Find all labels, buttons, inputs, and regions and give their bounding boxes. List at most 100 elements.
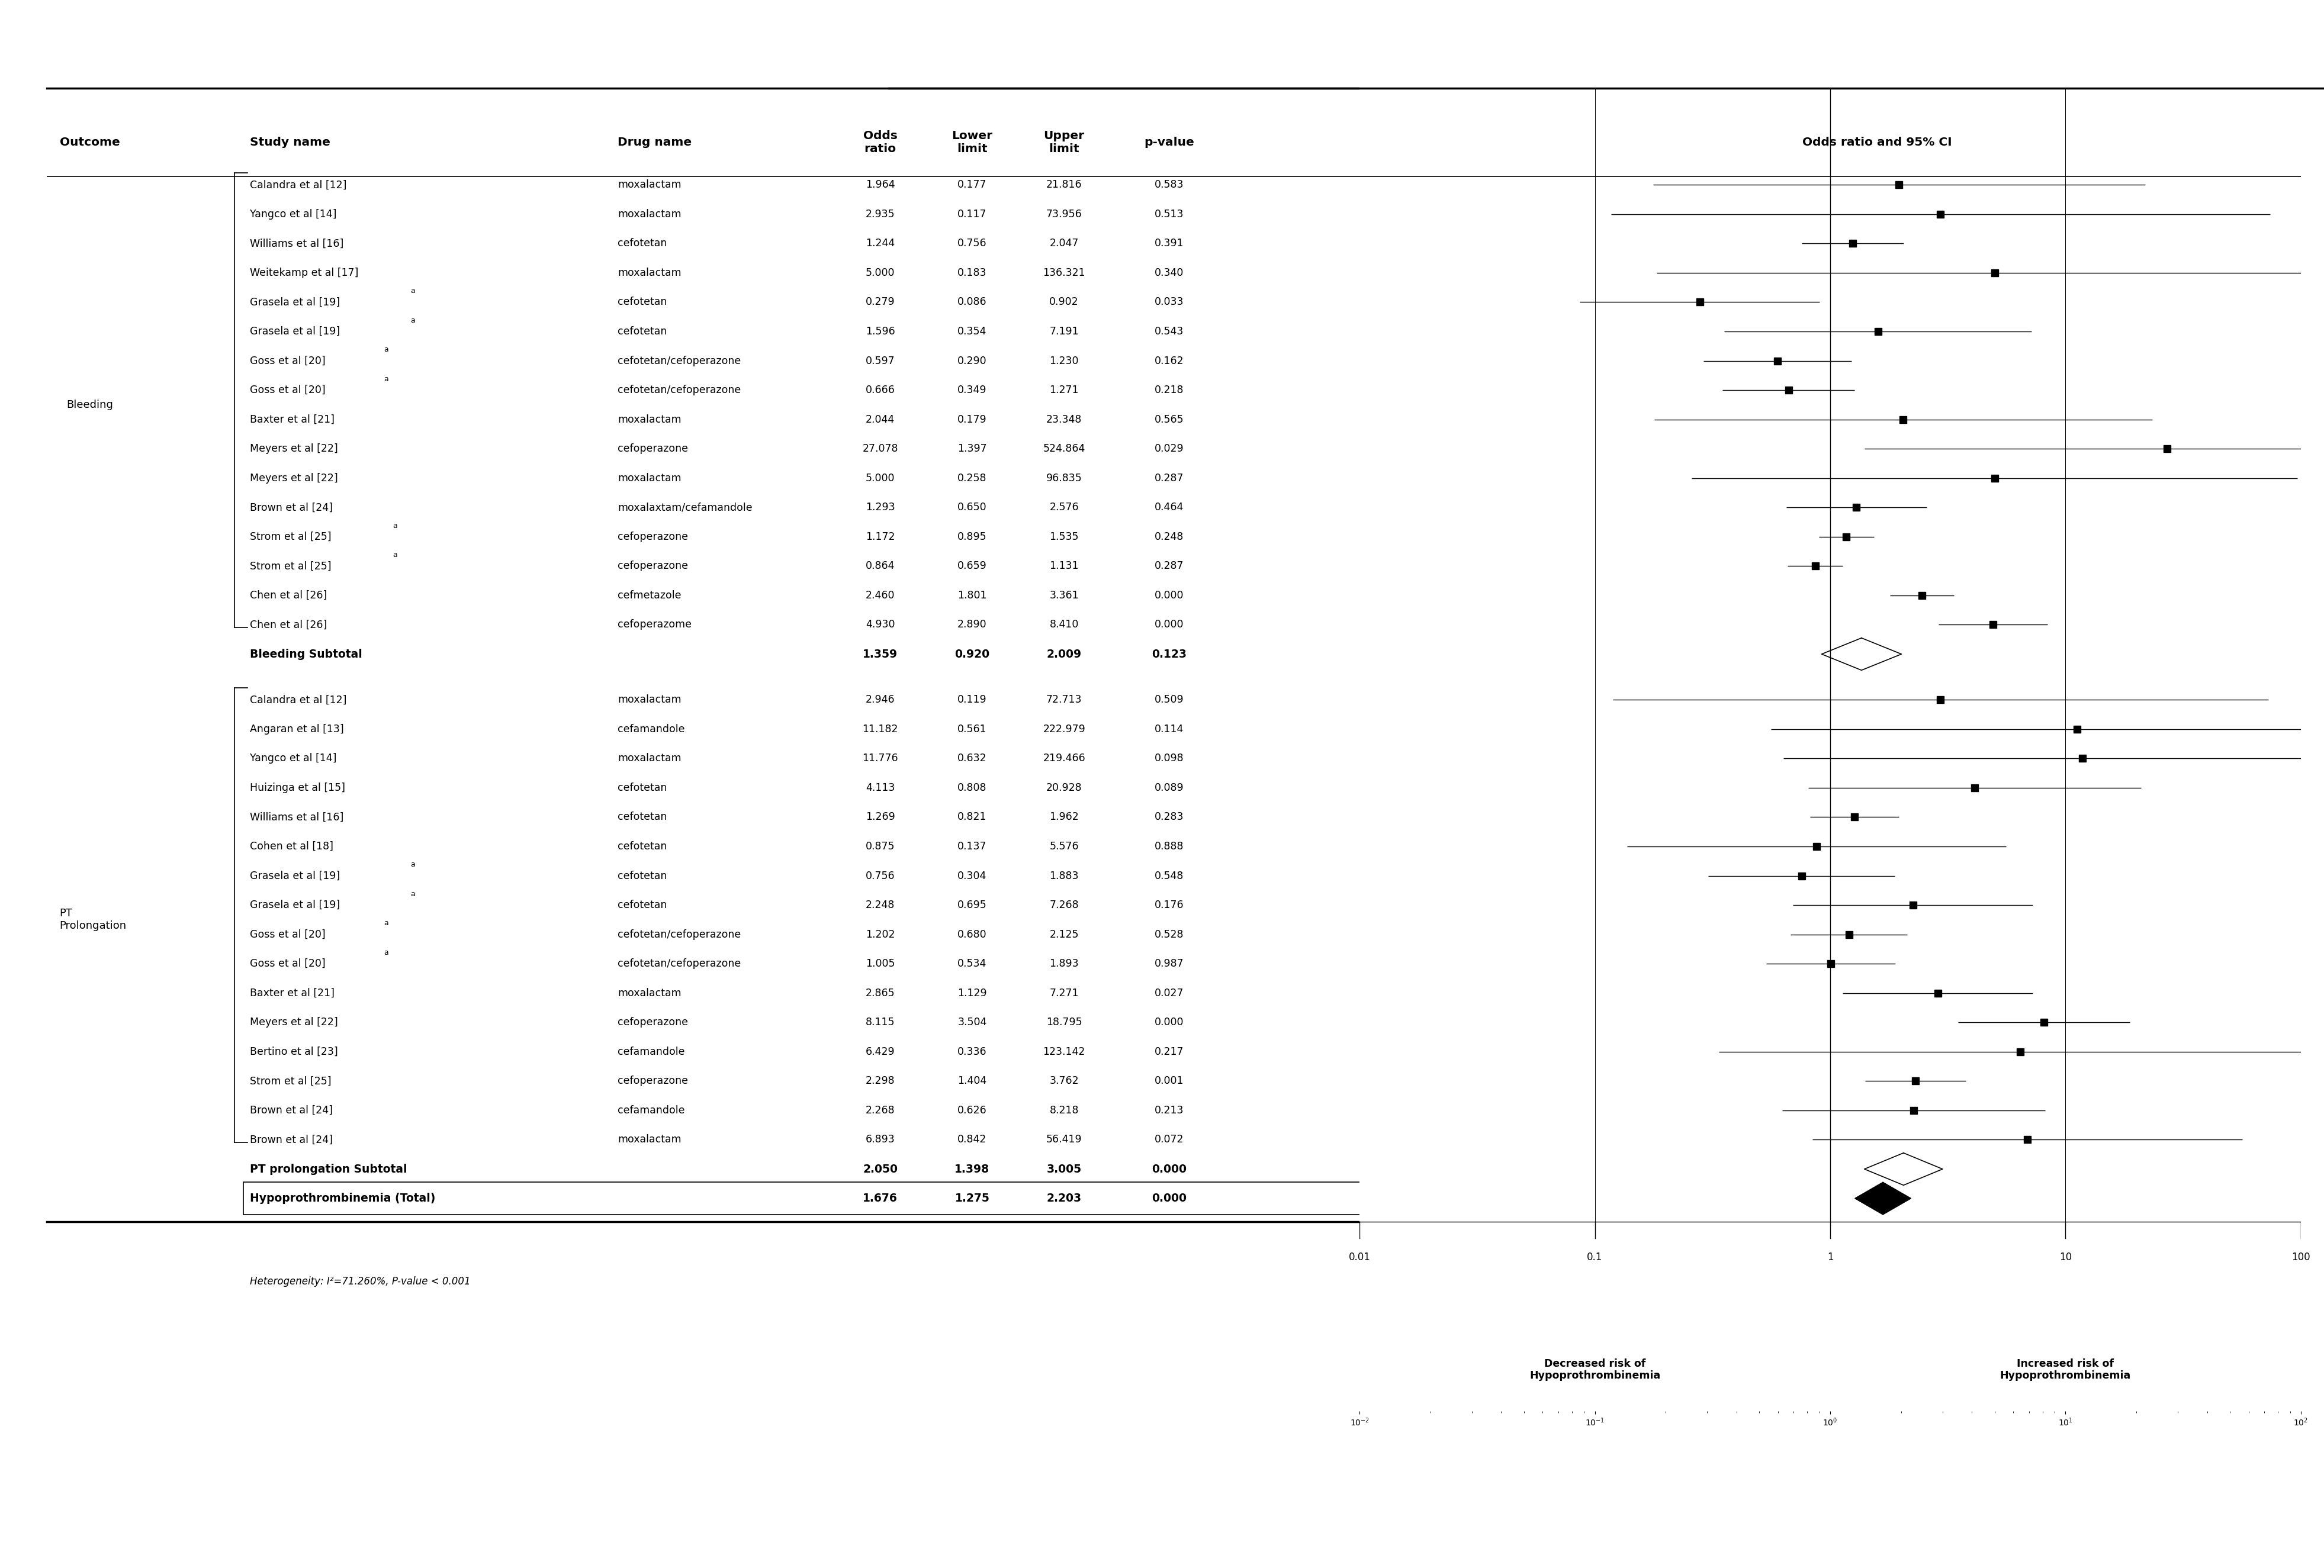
Text: 3.005: 3.005 <box>1046 1163 1081 1174</box>
Text: 2.460: 2.460 <box>865 590 895 601</box>
Text: 0.821: 0.821 <box>957 812 988 823</box>
Text: 0.000: 0.000 <box>1155 1018 1183 1027</box>
Text: Strom et al [25]: Strom et al [25] <box>251 561 332 571</box>
Text: cefoperazone: cefoperazone <box>618 1018 688 1027</box>
Text: 72.713: 72.713 <box>1046 695 1083 706</box>
Text: 0.248: 0.248 <box>1155 532 1183 543</box>
Text: moxalactam: moxalactam <box>618 988 681 999</box>
Text: Goss et al [20]: Goss et al [20] <box>251 356 325 365</box>
Text: cefotetan: cefotetan <box>618 812 667 823</box>
Text: Baxter et al [21]: Baxter et al [21] <box>251 988 335 999</box>
Text: a: a <box>393 522 397 530</box>
Text: moxalactam: moxalactam <box>618 1134 681 1145</box>
Text: 0.666: 0.666 <box>865 384 895 395</box>
Text: 1.398: 1.398 <box>955 1163 990 1174</box>
Text: 0.000: 0.000 <box>1155 619 1183 630</box>
Text: 0.137: 0.137 <box>957 840 988 851</box>
Text: Meyers et al [22]: Meyers et al [22] <box>251 1018 337 1027</box>
Text: 73.956: 73.956 <box>1046 209 1083 220</box>
Text: Goss et al [20]: Goss et al [20] <box>251 384 325 395</box>
Text: 0.098: 0.098 <box>1155 753 1183 764</box>
Text: 2.935: 2.935 <box>865 209 895 220</box>
Text: 0.179: 0.179 <box>957 414 988 425</box>
Text: 0.217: 0.217 <box>1155 1046 1183 1057</box>
Text: 0.920: 0.920 <box>955 649 990 660</box>
Text: 21.816: 21.816 <box>1046 179 1083 190</box>
Text: 0.1: 0.1 <box>1587 1251 1604 1262</box>
Text: moxalactam: moxalactam <box>618 753 681 764</box>
Text: Calandra et al [12]: Calandra et al [12] <box>251 179 346 190</box>
Text: 3.361: 3.361 <box>1050 590 1078 601</box>
Text: 11.182: 11.182 <box>862 724 897 734</box>
Text: 0.000: 0.000 <box>1153 1193 1188 1204</box>
Text: 7.191: 7.191 <box>1050 326 1078 337</box>
Text: moxalactam: moxalactam <box>618 268 681 278</box>
Text: 2.047: 2.047 <box>1050 238 1078 249</box>
Text: 10: 10 <box>2059 1251 2071 1262</box>
Text: cefamandole: cefamandole <box>618 724 686 734</box>
Text: cefoperazone: cefoperazone <box>618 1076 688 1087</box>
Text: 4.930: 4.930 <box>865 619 895 630</box>
Text: Goss et al [20]: Goss et al [20] <box>251 958 325 969</box>
Text: moxalactam: moxalactam <box>618 414 681 425</box>
Text: 5.576: 5.576 <box>1050 840 1078 851</box>
Text: 1.005: 1.005 <box>865 958 895 969</box>
Text: moxalactam: moxalactam <box>618 209 681 220</box>
Text: 219.466: 219.466 <box>1043 753 1085 764</box>
Text: Upper
limit: Upper limit <box>1043 130 1085 155</box>
Text: 0.902: 0.902 <box>1050 296 1078 307</box>
Text: 1.129: 1.129 <box>957 988 988 999</box>
Text: 1.172: 1.172 <box>865 532 895 543</box>
Text: Huizinga et al [15]: Huizinga et al [15] <box>251 782 346 793</box>
Text: Angaran et al [13]: Angaran et al [13] <box>251 724 344 734</box>
Text: 1.293: 1.293 <box>865 502 895 513</box>
Text: Hypoprothrombinemia (Total): Hypoprothrombinemia (Total) <box>251 1193 435 1204</box>
Text: 0.680: 0.680 <box>957 930 988 939</box>
Text: Increased risk of
Hypoprothrombinemia: Increased risk of Hypoprothrombinemia <box>2001 1358 2131 1381</box>
Text: 0.354: 0.354 <box>957 326 988 337</box>
Text: 0.987: 0.987 <box>1155 958 1183 969</box>
Text: cefamandole: cefamandole <box>618 1046 686 1057</box>
Text: cefmetazole: cefmetazole <box>618 590 681 601</box>
Text: cefoperazone: cefoperazone <box>618 532 688 543</box>
Text: 3.504: 3.504 <box>957 1018 988 1027</box>
Text: Drug name: Drug name <box>618 136 693 147</box>
Text: 7.271: 7.271 <box>1050 988 1078 999</box>
Text: 18.795: 18.795 <box>1046 1018 1083 1027</box>
Text: 0.513: 0.513 <box>1155 209 1183 220</box>
Text: Grasela et al [19]: Grasela et al [19] <box>251 870 339 881</box>
Text: 0.283: 0.283 <box>1155 812 1183 823</box>
Text: Meyers et al [22]: Meyers et al [22] <box>251 444 337 455</box>
Text: Strom et al [25]: Strom et al [25] <box>251 532 332 543</box>
Text: 6.893: 6.893 <box>865 1134 895 1145</box>
Text: 1.271: 1.271 <box>1050 384 1078 395</box>
Text: 1.230: 1.230 <box>1050 356 1078 365</box>
Text: a: a <box>383 949 388 956</box>
Text: cefotetan: cefotetan <box>618 840 667 851</box>
Text: 1.962: 1.962 <box>1050 812 1078 823</box>
Text: Meyers et al [22]: Meyers et al [22] <box>251 474 337 483</box>
Text: 222.979: 222.979 <box>1043 724 1085 734</box>
Text: 0.340: 0.340 <box>1155 268 1183 278</box>
Text: cefotetan/cefoperazone: cefotetan/cefoperazone <box>618 930 741 939</box>
Text: 1.893: 1.893 <box>1050 958 1078 969</box>
Text: 0.290: 0.290 <box>957 356 988 365</box>
Text: Grasela et al [19]: Grasela et al [19] <box>251 326 339 337</box>
Text: 27.078: 27.078 <box>862 444 897 455</box>
Text: 3.762: 3.762 <box>1050 1076 1078 1087</box>
Text: 2.946: 2.946 <box>865 695 895 706</box>
Text: 6.429: 6.429 <box>865 1046 895 1057</box>
Text: 1.397: 1.397 <box>957 444 988 455</box>
Text: a: a <box>383 375 388 383</box>
Text: cefotetan/cefoperazone: cefotetan/cefoperazone <box>618 958 741 969</box>
Text: cefotetan: cefotetan <box>618 326 667 337</box>
Text: 0.117: 0.117 <box>957 209 988 220</box>
Text: cefotetan: cefotetan <box>618 782 667 793</box>
Text: Chen et al [26]: Chen et al [26] <box>251 590 328 601</box>
Text: Bleeding: Bleeding <box>65 400 114 411</box>
Text: 0.695: 0.695 <box>957 900 988 911</box>
Text: cefamandole: cefamandole <box>618 1105 686 1116</box>
Text: 2.576: 2.576 <box>1050 502 1078 513</box>
Text: Williams et al [16]: Williams et al [16] <box>251 238 344 249</box>
Text: 0.650: 0.650 <box>957 502 988 513</box>
